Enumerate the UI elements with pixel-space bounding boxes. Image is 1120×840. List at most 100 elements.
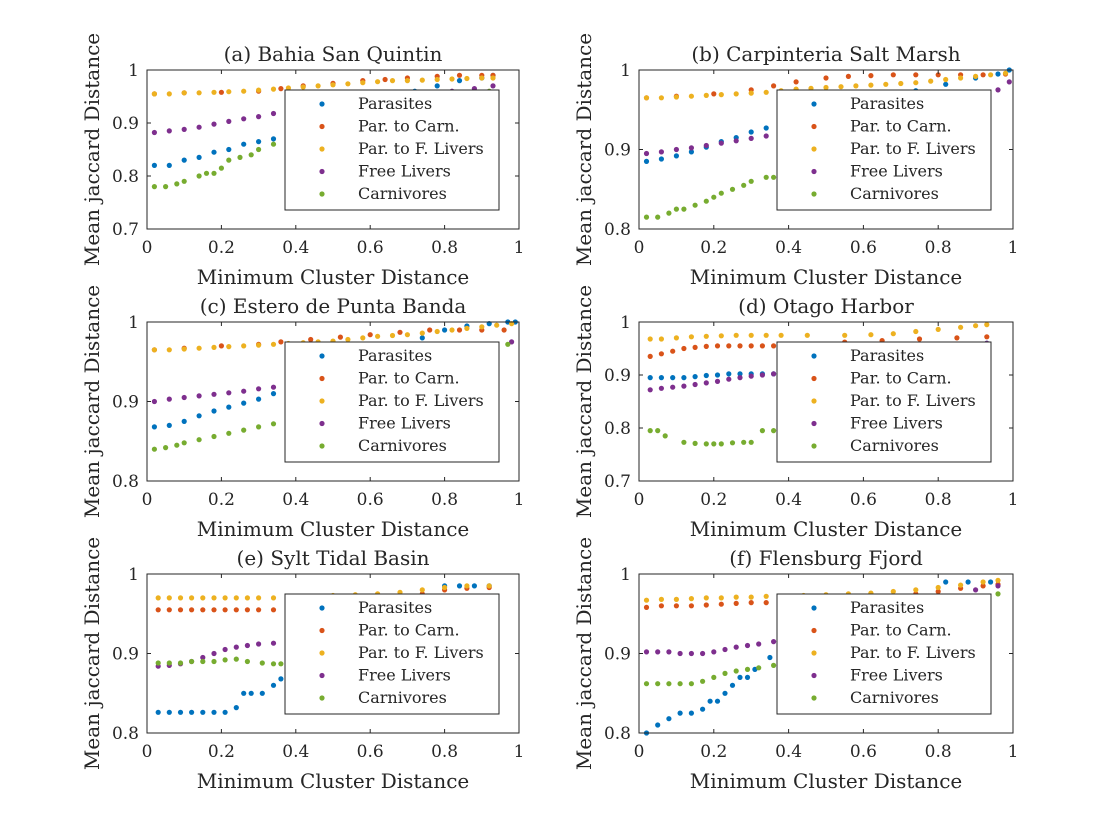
data-point-3	[958, 75, 964, 81]
data-point-3	[196, 90, 202, 96]
data-point-4	[973, 587, 979, 593]
data-point-4	[211, 650, 217, 657]
legend-label: Parasites	[850, 346, 924, 365]
x-tick-label: 1	[1008, 742, 1019, 762]
data-point-2	[726, 343, 732, 349]
data-point-4	[490, 83, 496, 89]
data-point-1	[995, 71, 1001, 77]
data-point-2	[733, 600, 739, 607]
legend-marker	[319, 650, 325, 656]
panel-title: (c) Estero de Punta Banda	[200, 294, 467, 318]
y-tick-label: 0.9	[112, 393, 139, 413]
legend-label: Par. to Carn.	[358, 117, 460, 136]
data-point-2	[256, 607, 262, 613]
data-point-3	[935, 584, 941, 591]
data-point-3	[935, 326, 941, 332]
data-point-1	[181, 157, 187, 163]
data-point-1	[965, 579, 971, 585]
y-axis-label: Mean jaccard Distance	[572, 285, 596, 518]
data-point-3	[442, 584, 448, 591]
data-point-3	[688, 93, 695, 99]
legend-label: Free Livers	[850, 162, 943, 181]
legend-marker	[319, 123, 325, 130]
legend-label: Carnivores	[850, 436, 939, 455]
data-point-2	[278, 86, 284, 92]
data-point-5	[226, 157, 232, 163]
legend-label: Par. to Carn.	[850, 117, 952, 136]
panel-title: (e) Sylt Tidal Basin	[237, 546, 430, 570]
x-tick-label: 0.2	[208, 742, 235, 762]
data-point-2	[980, 72, 986, 78]
legend-marker	[319, 443, 325, 449]
data-point-3	[673, 335, 680, 341]
data-point-1	[270, 682, 277, 688]
data-point-1	[177, 709, 184, 715]
data-point-4	[270, 640, 277, 646]
data-point-3	[748, 594, 754, 600]
data-point-5	[241, 427, 247, 433]
x-tick-label: 0.2	[700, 238, 727, 258]
data-point-1	[155, 709, 161, 715]
data-point-3	[300, 84, 306, 90]
data-point-5	[655, 681, 661, 687]
data-point-5	[647, 428, 653, 434]
legend-label: Par. to Carn.	[358, 369, 460, 388]
data-point-4	[692, 381, 698, 388]
data-point-1	[270, 391, 277, 397]
data-point-4	[737, 375, 743, 381]
legend-label: Free Livers	[850, 414, 943, 433]
legend: Parasites Par. to Carn. Par. to F. Livers F…	[284, 341, 500, 463]
data-point-1	[744, 674, 751, 681]
data-point-3	[943, 76, 949, 83]
y-tick-label: 0.8	[112, 724, 139, 744]
data-point-3	[868, 82, 874, 88]
data-point-3	[211, 89, 217, 95]
data-point-1	[729, 682, 736, 688]
x-tick-label: 0	[142, 742, 153, 762]
y-axis-label: Mean jaccard Distance	[572, 33, 596, 266]
legend-label: Par. to F. Livers	[358, 139, 484, 158]
data-point-5	[222, 657, 228, 663]
data-point-4	[748, 135, 754, 141]
data-point-1	[419, 335, 425, 341]
data-point-5	[278, 661, 284, 667]
data-point-5	[744, 666, 751, 673]
x-tick-label: 1	[514, 238, 525, 258]
axes-box	[146, 69, 520, 230]
data-point-2	[308, 336, 314, 343]
data-point-3	[658, 336, 665, 342]
legend-label: Carnivores	[850, 688, 939, 707]
data-point-3	[464, 325, 470, 331]
y-tick-label: 0.9	[604, 366, 631, 386]
data-point-1	[688, 149, 695, 155]
data-point-4	[718, 140, 724, 146]
data-point-2	[711, 91, 717, 97]
data-point-4	[658, 149, 665, 155]
data-point-2	[270, 607, 277, 613]
data-point-5	[763, 174, 769, 180]
data-point-3	[464, 583, 470, 589]
data-point-4	[233, 644, 239, 650]
data-point-5	[226, 430, 232, 436]
x-tick-label: 0.8	[431, 490, 458, 510]
data-point-4	[166, 128, 172, 134]
data-point-1	[456, 583, 463, 589]
data-point-5	[771, 174, 777, 180]
data-point-1	[211, 709, 217, 715]
data-point-1	[248, 690, 254, 696]
data-point-3	[980, 579, 986, 585]
x-tick-label: 0.2	[700, 742, 727, 762]
data-point-2	[954, 335, 960, 341]
data-point-3	[177, 595, 184, 601]
legend-marker	[811, 191, 817, 197]
data-point-2	[397, 329, 403, 335]
data-point-2	[456, 327, 463, 333]
data-point-2	[337, 334, 343, 340]
data-point-2	[501, 327, 507, 333]
data-point-3	[222, 595, 228, 601]
data-point-5	[505, 341, 511, 347]
data-point-3	[913, 587, 919, 593]
legend-marker	[811, 168, 817, 175]
data-point-5	[729, 186, 736, 192]
y-tick-label: 0.8	[604, 220, 631, 240]
